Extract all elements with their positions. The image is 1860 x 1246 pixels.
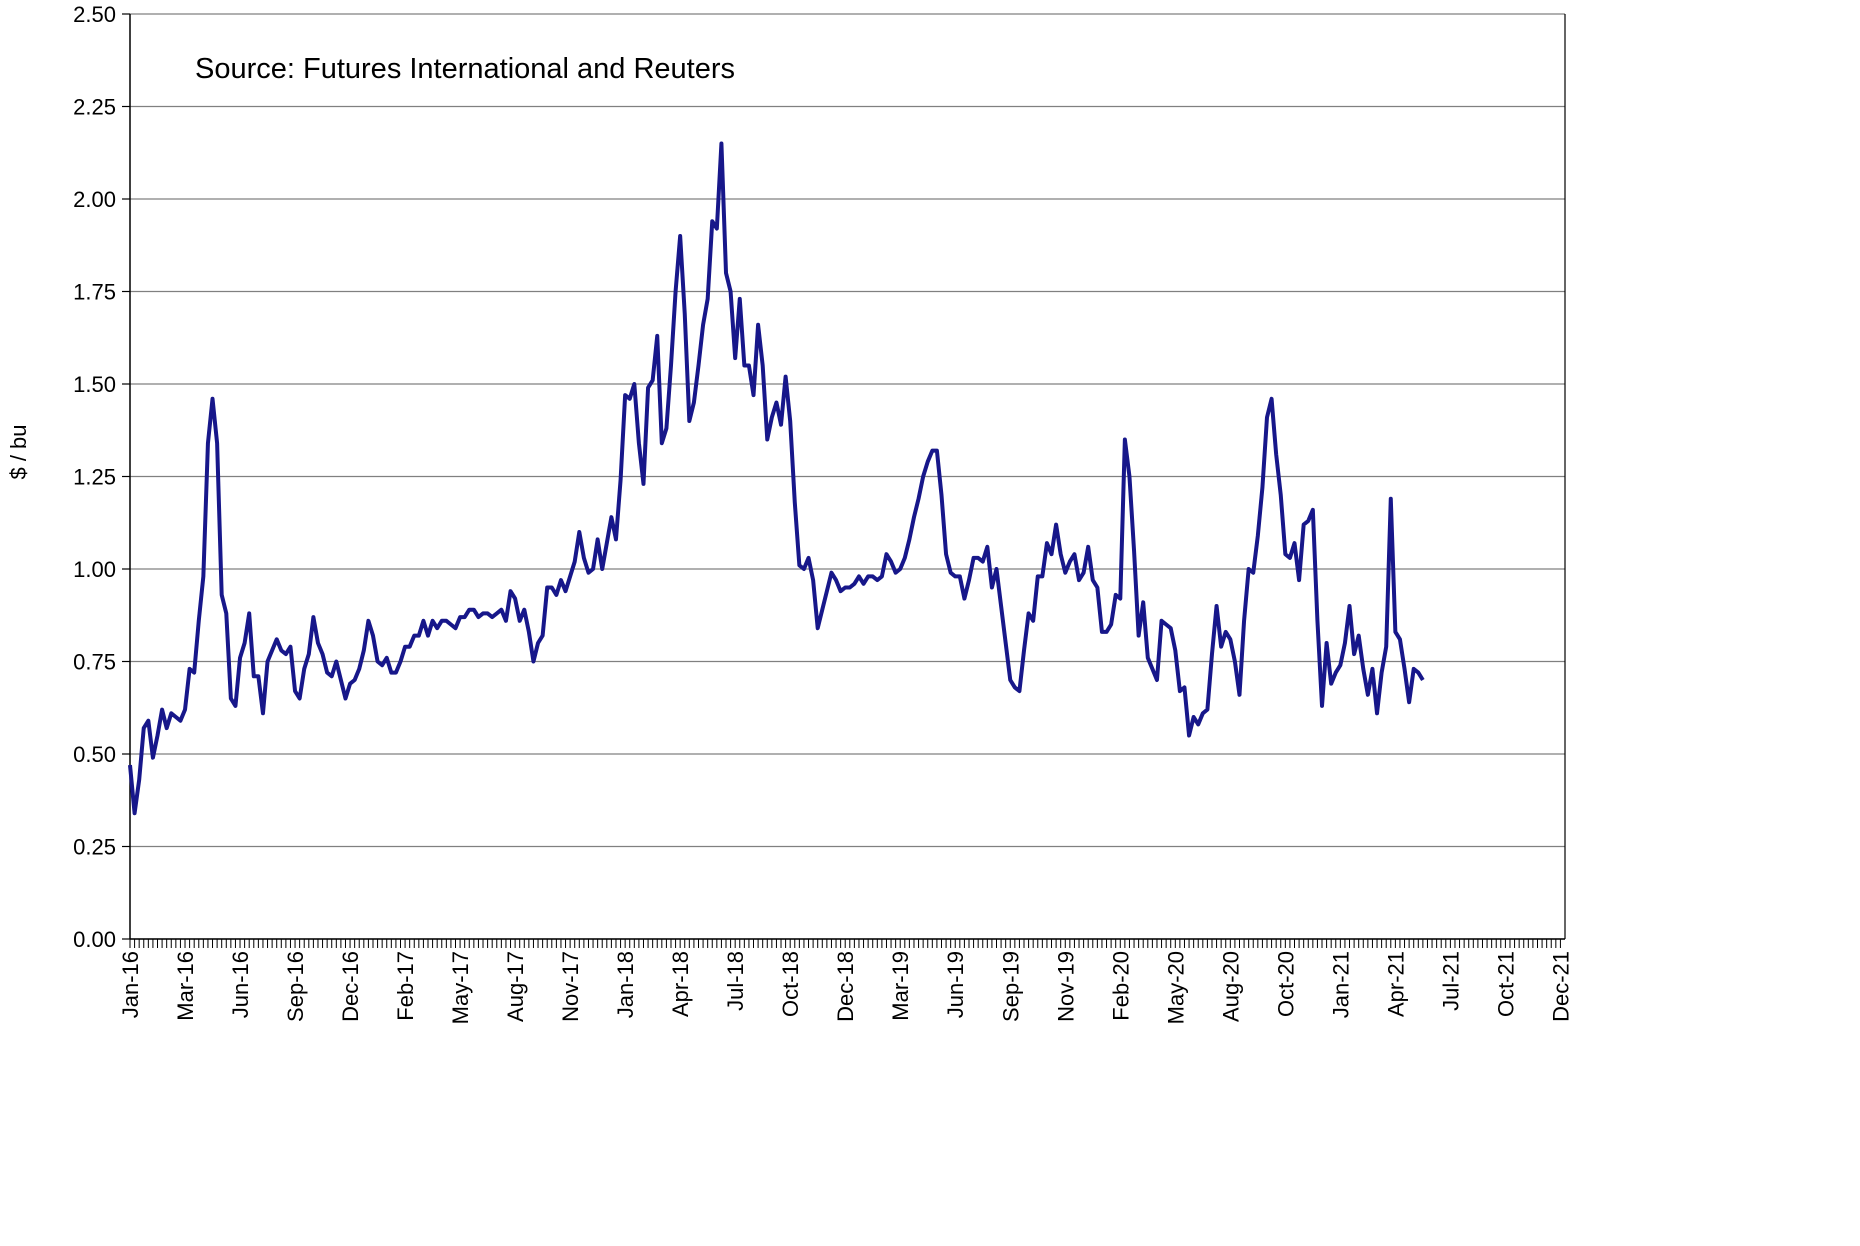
y-tick-label: 0.50 xyxy=(73,742,116,767)
y-tick-label: 1.75 xyxy=(73,280,116,305)
y-tick-label: 0.75 xyxy=(73,650,116,675)
x-tick-label: Oct-20 xyxy=(1273,951,1298,1017)
x-tick-label: May-17 xyxy=(448,951,473,1024)
x-tick-label: Dec-18 xyxy=(833,951,858,1022)
x-tick-label: Nov-19 xyxy=(1053,951,1078,1022)
x-tick-label: Aug-20 xyxy=(1218,951,1243,1022)
x-tick-label: Nov-17 xyxy=(558,951,583,1022)
y-tick-label: 1.50 xyxy=(73,372,116,397)
x-tick-label: Jul-21 xyxy=(1438,951,1463,1011)
y-tick-label: 1.25 xyxy=(73,465,116,490)
x-tick-label: Sep-16 xyxy=(283,951,308,1022)
y-tick-label: 2.00 xyxy=(73,187,116,212)
x-tick-label: Feb-17 xyxy=(393,951,418,1021)
x-tick-label: Dec-16 xyxy=(338,951,363,1022)
x-tick-label: Aug-17 xyxy=(503,951,528,1022)
y-tick-label: 0.25 xyxy=(73,835,116,860)
x-tick-label: Feb-20 xyxy=(1108,951,1133,1021)
y-tick-label: 2.50 xyxy=(73,2,116,27)
x-tick-label: Jul-18 xyxy=(723,951,748,1011)
x-tick-label: Jan-18 xyxy=(613,951,638,1018)
x-tick-label: Jun-19 xyxy=(943,951,968,1018)
y-tick-label: 2.25 xyxy=(73,95,116,120)
x-tick-label: Jan-21 xyxy=(1328,951,1353,1018)
x-tick-label: Sep-19 xyxy=(998,951,1023,1022)
y-axis-label: $ / bu xyxy=(6,424,31,479)
x-tick-label: Apr-21 xyxy=(1383,951,1408,1017)
x-tick-label: Jan-16 xyxy=(118,951,143,1018)
x-tick-label: Mar-16 xyxy=(173,951,198,1021)
x-tick-label: Dec-21 xyxy=(1548,951,1573,1022)
annotation: Source: Futures International and Reuter… xyxy=(195,53,735,85)
x-tick-label: Apr-18 xyxy=(668,951,693,1017)
x-tick-label: Jun-16 xyxy=(228,951,253,1018)
x-tick-label: Oct-21 xyxy=(1493,951,1518,1017)
y-tick-label: 1.00 xyxy=(73,557,116,582)
y-tick-label: 0.00 xyxy=(73,927,116,952)
x-tick-label: Oct-18 xyxy=(778,951,803,1017)
data-line xyxy=(128,141,1425,816)
x-tick-label: Mar-19 xyxy=(888,951,913,1021)
x-tick-label: May-20 xyxy=(1163,951,1188,1024)
